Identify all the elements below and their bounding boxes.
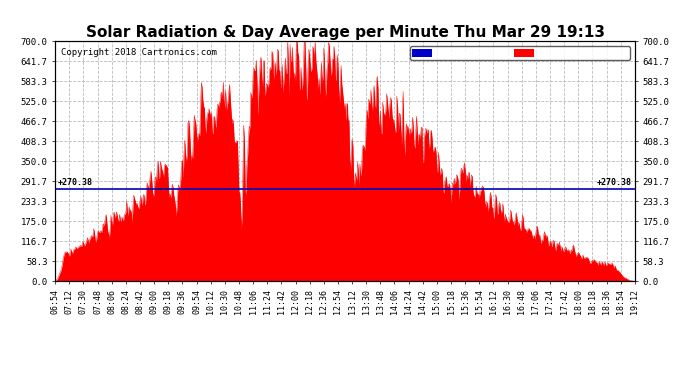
Title: Solar Radiation & Day Average per Minute Thu Mar 29 19:13: Solar Radiation & Day Average per Minute… <box>86 25 604 40</box>
Text: +270.38: +270.38 <box>58 178 93 187</box>
Text: +270.38: +270.38 <box>597 178 632 187</box>
Legend: Median (w/m2), Radiation (w/m2): Median (w/m2), Radiation (w/m2) <box>410 46 630 60</box>
Text: Copyright 2018 Cartronics.com: Copyright 2018 Cartronics.com <box>61 48 217 57</box>
